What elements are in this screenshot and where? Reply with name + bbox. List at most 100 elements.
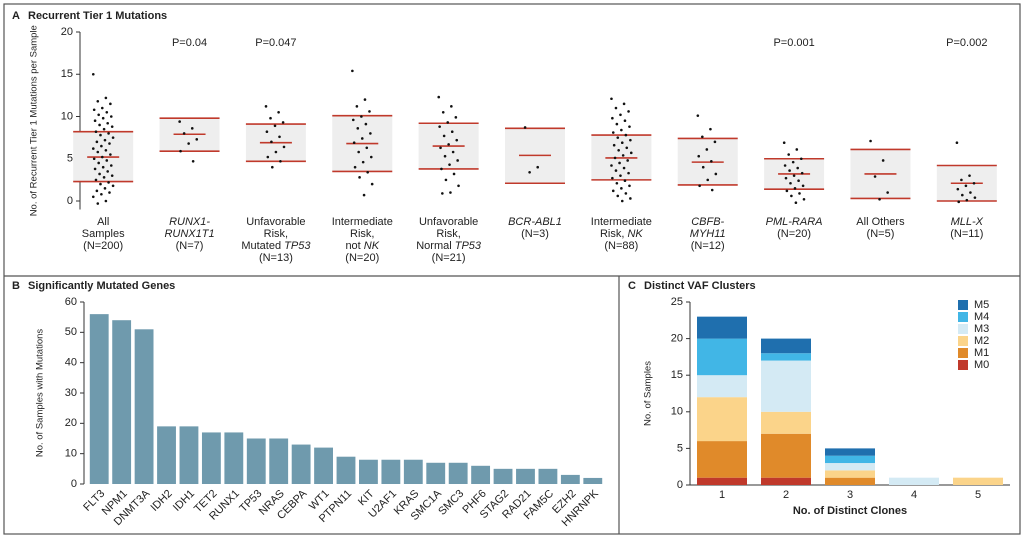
bar	[112, 320, 132, 484]
category-label: (N=21)	[432, 252, 466, 264]
sample-point	[443, 154, 447, 158]
sample-point	[356, 127, 360, 130]
label-part: Risk,	[600, 228, 628, 240]
sample-point	[612, 143, 616, 147]
sample-point	[106, 170, 109, 173]
sample-point	[960, 178, 963, 182]
sample-point	[266, 155, 270, 159]
label-part: All	[97, 216, 109, 228]
sample-point	[109, 115, 113, 118]
y-tick-label: 0	[67, 195, 73, 207]
y-tick-label: 60	[65, 296, 77, 308]
legend-swatch	[958, 360, 968, 370]
sample-point	[697, 154, 701, 158]
bar	[560, 474, 580, 484]
sample-point	[618, 161, 621, 165]
bar	[314, 447, 333, 484]
sample-point	[789, 181, 792, 185]
sample-point	[627, 110, 630, 113]
sample-point	[457, 184, 460, 188]
sample-point	[793, 187, 797, 190]
sample-point	[614, 106, 618, 110]
sample-point	[95, 140, 99, 144]
sample-point	[281, 121, 285, 124]
sample-point	[94, 130, 98, 134]
sample-point	[710, 188, 714, 192]
sample-point	[528, 170, 531, 174]
sample-point	[955, 141, 959, 144]
label-part: Mutated	[241, 240, 284, 252]
sample-point	[110, 125, 114, 128]
bar-segment	[761, 360, 811, 412]
panel-title: Recurrent Tier 1 Mutations	[28, 10, 167, 22]
x-tick-label: 4	[911, 489, 917, 501]
y-tick-label: 15	[61, 68, 73, 80]
sample-point	[104, 199, 108, 203]
sample-point	[795, 148, 799, 151]
sample-point	[629, 151, 633, 155]
sample-point	[614, 169, 618, 172]
y-axis-label: No. of Samples with Mutations	[35, 329, 46, 458]
sample-point	[182, 132, 186, 135]
category-label: (N=13)	[259, 252, 293, 264]
sample-point	[450, 130, 454, 134]
bar-segment	[889, 477, 939, 485]
sample-point	[362, 193, 366, 197]
category-label: MYH11	[690, 228, 726, 240]
label-part: (N=20)	[777, 228, 811, 240]
sample-point	[610, 164, 613, 167]
bar-segment	[697, 397, 747, 442]
sample-point	[271, 165, 274, 169]
label-part: (N=5)	[867, 228, 895, 240]
sample-point	[352, 141, 356, 144]
y-tick-label: 20	[61, 26, 73, 38]
p-value: P=0.04	[172, 37, 207, 49]
sample-point	[972, 181, 976, 185]
sample-point	[351, 69, 354, 73]
sample-point	[696, 114, 700, 117]
sample-point	[103, 138, 107, 142]
panel-letter: B	[12, 280, 20, 292]
sample-point	[709, 127, 712, 131]
sample-point	[616, 136, 620, 139]
panel-letter: A	[12, 10, 20, 22]
sample-point	[91, 147, 95, 150]
category-label: (N=5)	[867, 228, 895, 240]
label-part: (N=200)	[83, 240, 123, 252]
bar	[134, 329, 154, 484]
sample-point	[973, 196, 977, 199]
sample-point	[713, 140, 717, 144]
x-tick-label: 3	[847, 489, 853, 501]
y-tick-label: 40	[65, 357, 77, 369]
sample-point	[615, 181, 619, 185]
legend-label: M3	[974, 323, 989, 335]
category-label: Risk,	[350, 228, 374, 240]
bar	[336, 456, 356, 484]
sample-point	[620, 199, 624, 203]
bar-segment	[825, 455, 875, 464]
sample-point	[961, 193, 964, 197]
sample-point	[965, 198, 969, 202]
sample-point	[279, 159, 282, 163]
sample-point	[784, 176, 788, 180]
sample-point	[101, 116, 105, 120]
category-label: RUNX1-	[169, 216, 210, 228]
category-label: BCR-ABL1	[508, 216, 562, 228]
sample-point	[92, 157, 96, 161]
sample-point	[621, 154, 625, 157]
y-tick-label: 10	[65, 448, 77, 460]
sample-point	[274, 150, 278, 154]
bar-segment	[761, 411, 811, 434]
category-label: RUNX1T1	[164, 228, 214, 240]
label-part: Intermediate	[332, 216, 393, 228]
bar	[201, 432, 221, 484]
sample-point	[100, 144, 103, 148]
bar	[359, 459, 378, 484]
legend-label: M5	[974, 299, 989, 311]
sample-point	[366, 170, 369, 174]
label-part: NK	[364, 240, 380, 252]
category-label: (N=7)	[176, 240, 204, 252]
label-part: (N=20)	[345, 252, 379, 264]
sample-point	[100, 106, 104, 110]
